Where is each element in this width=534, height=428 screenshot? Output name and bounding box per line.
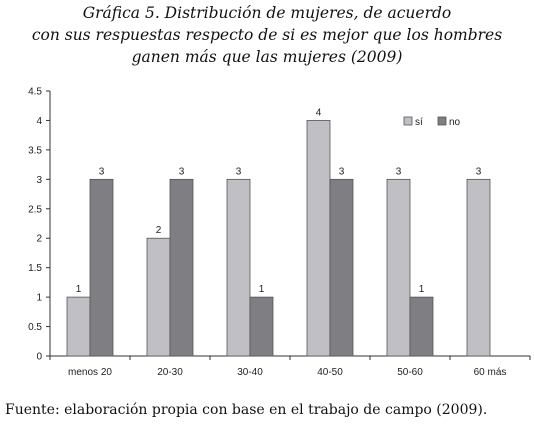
- bar-si: [66, 296, 91, 357]
- data-label: 3: [99, 166, 105, 177]
- data-label: 1: [76, 284, 82, 295]
- data-label: 3: [476, 166, 482, 177]
- x-tick-label: 50-60: [397, 367, 423, 378]
- bar-no: [169, 178, 194, 357]
- x-tick-label: 60 más: [474, 367, 507, 378]
- legend-swatch-si: [403, 116, 413, 126]
- bar-no: [249, 296, 274, 357]
- data-label: 2: [156, 225, 162, 236]
- bar-si: [226, 178, 251, 357]
- bar-chart: 0 0.5 1 1.5 2 2.5 3 3.5 4 4.5 menos 20 1 3 20-30 2 3 30-…: [28, 87, 531, 378]
- y-tick-label: 3.5: [28, 145, 42, 156]
- x-tick-label: menos 20: [68, 367, 112, 378]
- title-line-3: ganen más que las mujeres (2009): [131, 48, 403, 66]
- y-tick-label: 1: [36, 293, 42, 304]
- data-label: 1: [259, 284, 265, 295]
- bar-no: [409, 296, 434, 357]
- bar-si: [146, 237, 171, 357]
- bar-si: [386, 178, 411, 357]
- title-line-1: Gráfica 5. Distribución de mujeres, de a…: [82, 4, 452, 22]
- legend-label: sí: [415, 117, 423, 128]
- bar-si: [306, 120, 331, 357]
- y-tick-label: 0: [36, 352, 42, 363]
- source-note: Fuente: elaboración propia con base en e…: [5, 402, 488, 418]
- data-label: 3: [339, 166, 345, 177]
- legend-label: no: [449, 117, 461, 128]
- x-tick-label: 20-30: [157, 367, 183, 378]
- title-line-2: con sus respuestas respecto de si es mej…: [31, 26, 503, 44]
- data-label: 3: [396, 166, 402, 177]
- bar-no: [329, 178, 354, 357]
- x-tick-label: 40-50: [317, 367, 343, 378]
- bar-no: [89, 178, 114, 357]
- y-tick-label: 2: [36, 234, 42, 245]
- bar-si: [466, 178, 491, 357]
- y-tick-label: 4.5: [28, 87, 42, 98]
- y-tick-label: 4: [36, 116, 42, 127]
- data-label: 3: [179, 166, 185, 177]
- y-tick-label: 0.5: [28, 322, 42, 333]
- data-label: 3: [236, 166, 242, 177]
- chart-title: Gráfica 5. Distribución de mujeres, de a…: [0, 2, 534, 68]
- data-label: 4: [316, 107, 322, 118]
- data-label: 1: [419, 284, 425, 295]
- y-tick-label: 2.5: [28, 204, 42, 215]
- y-tick-label: 3: [36, 175, 42, 186]
- y-tick-label: 1.5: [28, 263, 42, 274]
- x-tick-label: 30-40: [237, 367, 263, 378]
- legend-swatch-no: [437, 116, 447, 126]
